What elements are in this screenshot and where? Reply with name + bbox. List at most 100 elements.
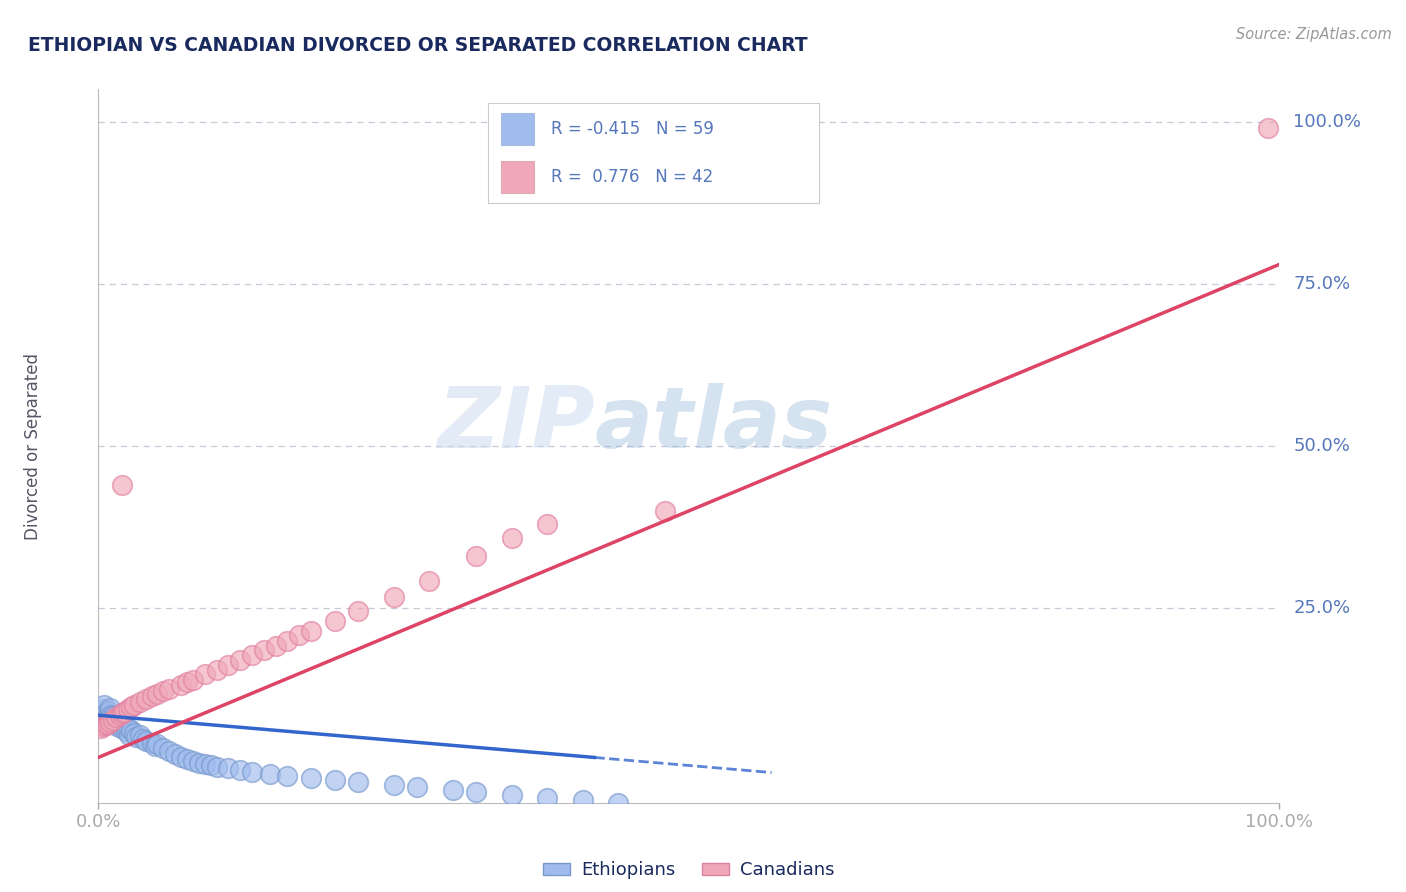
Point — [112, 718, 135, 732]
Legend: Ethiopians, Canadians: Ethiopians, Canadians — [536, 855, 842, 887]
Point — [157, 682, 180, 697]
Text: 100.0%: 100.0% — [1294, 112, 1361, 130]
Point — [125, 730, 148, 744]
Point — [240, 764, 263, 779]
Point — [418, 574, 440, 588]
Point — [122, 725, 145, 739]
Point — [135, 692, 157, 706]
Point — [194, 667, 217, 681]
Point — [98, 701, 121, 715]
Point — [441, 782, 464, 797]
Text: 50.0%: 50.0% — [1294, 437, 1350, 455]
Point — [100, 707, 122, 722]
Text: ZIP: ZIP — [437, 383, 595, 467]
Point — [111, 713, 134, 727]
Point — [501, 531, 523, 545]
Point — [157, 744, 180, 758]
Point — [299, 771, 322, 785]
Point — [105, 716, 128, 731]
Point — [98, 704, 121, 718]
Point — [121, 723, 143, 738]
Point — [128, 695, 150, 709]
Point — [323, 773, 346, 788]
Point — [229, 764, 252, 778]
Point — [347, 775, 370, 789]
Point — [135, 734, 157, 748]
Point — [205, 663, 228, 677]
Point — [165, 747, 187, 761]
Point — [170, 750, 193, 764]
Point — [465, 785, 488, 799]
Point — [187, 756, 209, 770]
Point — [382, 590, 405, 604]
Point — [607, 796, 630, 810]
Point — [276, 633, 298, 648]
Point — [152, 740, 174, 755]
Point — [347, 604, 370, 618]
Text: 25.0%: 25.0% — [1294, 599, 1351, 617]
Point — [90, 721, 112, 735]
Point — [194, 756, 217, 771]
Point — [117, 721, 139, 735]
Point — [152, 684, 174, 698]
Point — [111, 706, 134, 721]
Point — [101, 709, 124, 723]
Point — [103, 714, 125, 728]
Point — [141, 689, 163, 703]
Point — [108, 708, 131, 723]
Point — [200, 758, 222, 772]
Point — [217, 658, 239, 673]
Point — [118, 728, 141, 742]
Point — [128, 728, 150, 742]
Point — [94, 706, 117, 721]
Point — [253, 643, 276, 657]
Point — [501, 788, 523, 802]
Point — [240, 648, 263, 662]
Point — [141, 736, 163, 750]
Point — [111, 478, 134, 492]
Point — [536, 516, 558, 531]
Point — [94, 718, 117, 732]
Point — [114, 724, 136, 739]
Point — [110, 721, 132, 735]
Text: atlas: atlas — [595, 383, 832, 467]
Point — [98, 714, 121, 729]
Point — [93, 698, 115, 713]
Point — [323, 614, 346, 628]
Point — [181, 754, 204, 768]
Point — [146, 687, 169, 701]
Point — [132, 732, 155, 747]
Point — [91, 702, 114, 716]
Point — [382, 778, 405, 792]
Point — [406, 780, 429, 794]
Point — [205, 760, 228, 774]
Point — [536, 790, 558, 805]
Point — [146, 738, 169, 752]
Text: Source: ZipAtlas.com: Source: ZipAtlas.com — [1236, 27, 1392, 42]
Point — [176, 675, 198, 690]
Point — [181, 673, 204, 687]
Point — [96, 710, 118, 724]
Point — [264, 639, 287, 653]
Point — [571, 793, 593, 807]
Point — [143, 739, 166, 753]
Point — [112, 705, 135, 719]
Point — [105, 719, 128, 733]
Point — [299, 624, 322, 638]
Text: Divorced or Separated: Divorced or Separated — [24, 352, 42, 540]
Point — [259, 766, 281, 780]
Point — [97, 713, 120, 727]
Point — [91, 719, 114, 733]
Point — [90, 708, 112, 723]
Point — [97, 716, 120, 731]
Point — [108, 718, 131, 732]
Point — [98, 711, 121, 725]
Point — [176, 752, 198, 766]
Text: 75.0%: 75.0% — [1294, 275, 1351, 293]
Point — [105, 710, 128, 724]
Point — [654, 504, 676, 518]
Point — [217, 761, 239, 775]
Point — [1257, 121, 1279, 136]
Point — [117, 702, 139, 716]
Point — [465, 549, 488, 564]
